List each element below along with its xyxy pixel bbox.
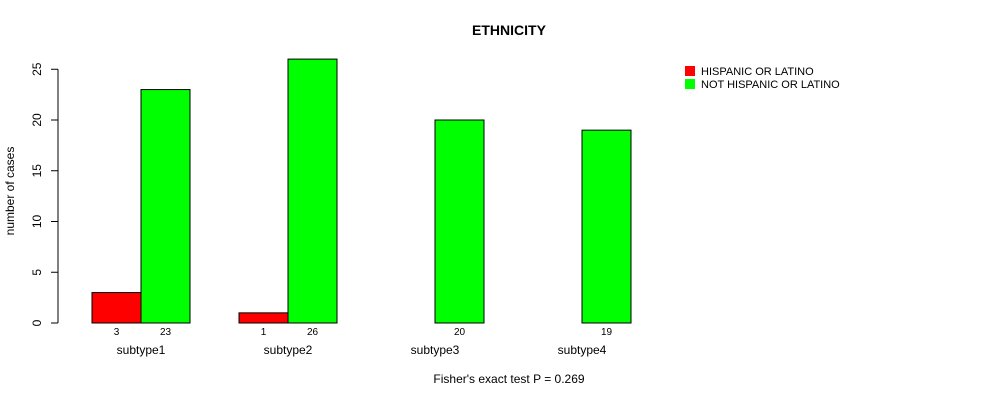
- bar-subtype2-series-0: [238, 312, 289, 324]
- x-tick-label: subtype2: [264, 343, 313, 357]
- fisher-test-footnote: Fisher's exact test P = 0.269: [433, 372, 584, 386]
- bar-value-label: 19: [601, 327, 613, 338]
- bar-value-label: 20: [454, 327, 466, 338]
- bar-value-label: 26: [307, 327, 319, 338]
- chart-title: ETHNICITY: [472, 22, 547, 38]
- x-tick-label: subtype4: [558, 343, 607, 357]
- bar-value-label: 23: [160, 327, 172, 338]
- y-axis: 0 5 10 15 20 25: [30, 62, 59, 326]
- bar-value-label: 1: [261, 327, 267, 338]
- bar-subtype1-series-1: [140, 89, 191, 324]
- y-tick-label: 25: [30, 62, 44, 76]
- bar-value-label: 3: [114, 327, 120, 338]
- bar-group-subtype3: 20 subtype3: [411, 119, 485, 357]
- bar-subtype4-series-1: [581, 129, 632, 324]
- bar-group-subtype1: 3 23 subtype1: [91, 89, 191, 357]
- y-axis-label: number of cases: [3, 147, 17, 236]
- bar-group-subtype2: 1 26 subtype2: [238, 58, 338, 357]
- y-tick-label: 15: [30, 164, 44, 178]
- x-tick-label: subtype3: [411, 343, 460, 357]
- legend-swatch-0: [685, 66, 695, 76]
- y-tick-label: 20: [30, 113, 44, 127]
- y-tick-label: 10: [30, 215, 44, 229]
- bars: 3 23 subtype1 1 26 subtype2 20 subtype3 19 subtyp…: [91, 58, 632, 357]
- y-tick-label: 5: [30, 269, 44, 276]
- bar-subtype2-series-1: [287, 58, 338, 324]
- bar-group-subtype4: 19 subtype4: [558, 129, 632, 357]
- y-tick-label: 0: [30, 319, 44, 326]
- bar-subtype3-series-1: [434, 119, 485, 324]
- x-tick-label: subtype1: [117, 343, 166, 357]
- legend-swatch-1: [685, 79, 695, 89]
- bar-subtype1-series-0: [91, 292, 142, 324]
- legend-label-1: NOT HISPANIC OR LATINO: [701, 79, 840, 91]
- legend-label-0: HISPANIC OR LATINO: [701, 66, 814, 78]
